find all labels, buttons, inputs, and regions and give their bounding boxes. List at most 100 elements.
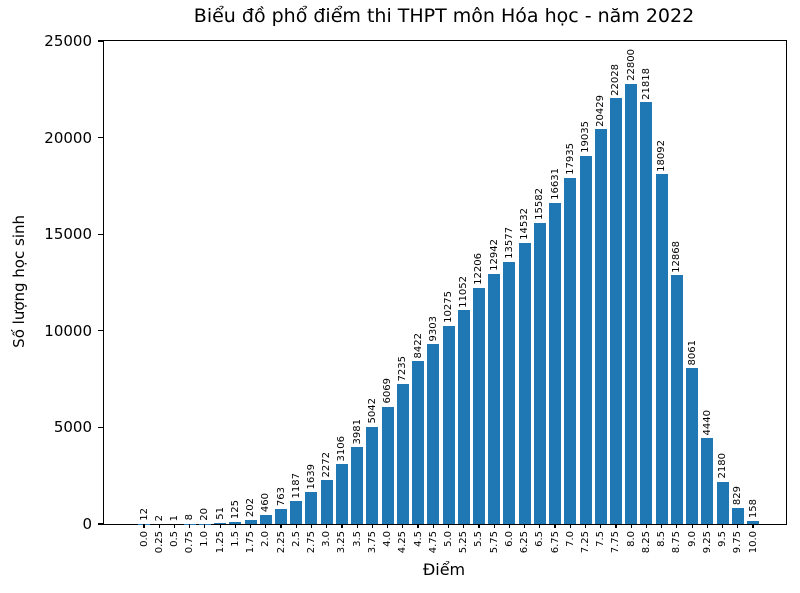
bar-value-text: 10275 [443, 290, 454, 323]
x-tick-text: 3.25 [336, 531, 348, 554]
bar-value-label: 51 [214, 507, 226, 520]
bar [457, 310, 470, 524]
x-tick-label: 8.25 [640, 531, 652, 553]
bar-value-label: 1639 [305, 464, 317, 489]
x-tick [432, 524, 434, 528]
x-tick-text: 10.0 [747, 531, 759, 554]
x-tick-text: 5.75 [488, 531, 500, 554]
bar [290, 501, 303, 524]
x-tick [615, 524, 617, 528]
bar-value-label: 125 [229, 500, 241, 519]
x-tick [402, 524, 404, 528]
x-tick-label: 1.5 [229, 531, 241, 547]
bar-value-text: 12 [138, 508, 150, 521]
bar-value-text: 8061 [686, 339, 698, 366]
x-tick [524, 524, 526, 528]
x-tick-text: 3.0 [321, 531, 333, 547]
bar [427, 344, 440, 524]
bar [335, 464, 348, 524]
bar [351, 447, 364, 524]
bar-value-text: 21818 [640, 67, 652, 100]
x-tick-text: 1.25 [214, 531, 226, 554]
x-tick-text: 5.0 [443, 531, 454, 547]
bar-value-text: 12206 [473, 253, 485, 286]
bar-value-text: 22800 [625, 48, 637, 81]
bar-value-label: 8422 [412, 333, 424, 358]
x-tick-label: 5.5 [473, 531, 485, 547]
x-tick-label: 2.75 [305, 531, 317, 553]
x-tick [173, 524, 176, 528]
bar-value-text: 1 [168, 514, 180, 521]
bar-value-label: 2180 [717, 453, 729, 478]
x-tick [189, 524, 191, 528]
x-tick-label: 6.0 [503, 531, 515, 547]
x-tick [539, 524, 541, 528]
bar-value-label: 13577 [503, 227, 515, 259]
chart-title: Biểu đồ phổ điểm thi THPT môn Hóa học - … [193, 5, 695, 27]
x-tick-label: 3.75 [366, 531, 378, 553]
x-tick-text: 7.0 [564, 531, 576, 547]
x-tick [569, 524, 571, 528]
bar-value-label: 20 [199, 508, 211, 521]
x-tick [645, 524, 647, 528]
x-tick [249, 524, 252, 528]
x-tick-text: 7.75 [610, 531, 622, 554]
x-tick-text: 9.0 [686, 531, 698, 547]
x-tick-text: 8.75 [671, 531, 683, 554]
bar-value-label: 11052 [458, 276, 470, 308]
x-tick-text: 1.0 [199, 531, 211, 547]
x-tick-text: 0.5 [168, 531, 180, 547]
x-tick-label: 0.75 [184, 531, 196, 553]
bar [381, 406, 394, 524]
bar [275, 509, 288, 524]
y-tick [98, 137, 104, 139]
bar-value-text: 17935 [564, 142, 576, 175]
x-tick-text: 1.75 [245, 531, 257, 554]
x-tick-label: 9.25 [701, 531, 713, 553]
bar-value-label: 5042 [366, 398, 378, 423]
x-tick [280, 524, 282, 528]
x-tick-text: 3.75 [366, 531, 378, 554]
x-tick-label: 4.0 [382, 531, 394, 547]
bar-value-text: 763 [275, 487, 287, 507]
bar-value-text: 460 [260, 493, 272, 513]
x-tick-text: 6.5 [534, 531, 546, 547]
x-tick-text: 9.25 [701, 531, 713, 554]
x-tick-label: 4.25 [397, 531, 409, 553]
x-tick-text: 5.5 [473, 531, 485, 547]
bar-value-label: 1187 [290, 473, 302, 498]
x-tick-label: 8.0 [625, 531, 637, 547]
x-tick-label: 2.0 [260, 531, 272, 547]
bar-value-label: 12206 [473, 253, 485, 285]
bar-value-text: 4440 [701, 409, 713, 436]
x-tick [326, 524, 328, 528]
bar [503, 261, 516, 524]
x-tick-text: 4.0 [382, 531, 394, 547]
bar-value-label: 158 [747, 499, 759, 518]
x-tick-label: 2.25 [275, 531, 287, 553]
x-tick-label: 6.25 [519, 531, 531, 553]
bar-value-text: 18092 [656, 139, 668, 172]
x-tick-label: 9.5 [717, 531, 729, 547]
x-tick-text: 3.5 [351, 531, 363, 547]
bar-value-label: 829 [732, 486, 744, 505]
bar-value-text: 20 [199, 507, 211, 521]
x-tick [234, 524, 236, 528]
bar-value-label: 6069 [382, 378, 394, 403]
x-tick-text: 7.5 [595, 531, 607, 547]
x-tick [508, 524, 510, 528]
bar-value-text: 3106 [336, 435, 348, 461]
bar-value-text: 51 [214, 507, 226, 521]
bar-value-text: 14532 [519, 208, 531, 241]
bar [472, 288, 485, 524]
x-tick-text: 2.25 [275, 531, 287, 554]
x-tick-label: 3.5 [351, 531, 363, 547]
bar-value-label: 3106 [336, 436, 348, 461]
x-tick-label: 3.25 [336, 531, 348, 553]
bar-value-label: 19035 [580, 121, 592, 153]
bar-value-label: 12 [138, 508, 150, 521]
bar [320, 480, 333, 524]
x-tick-label: 5.0 [443, 531, 455, 547]
bar-value-text: 1639 [305, 463, 317, 490]
